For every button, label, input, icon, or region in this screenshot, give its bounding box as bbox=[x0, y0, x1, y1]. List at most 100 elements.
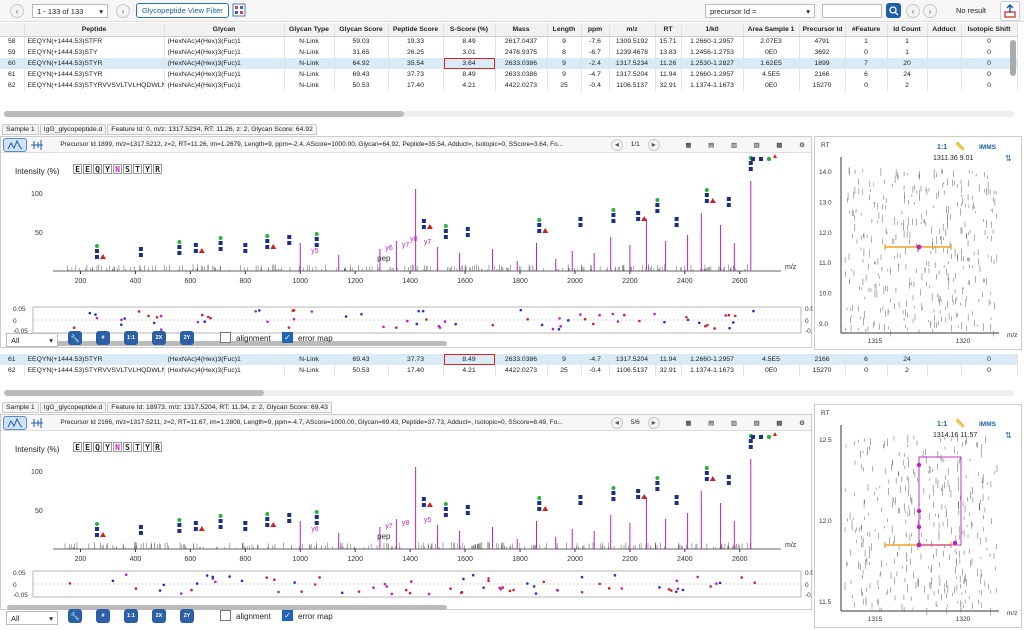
hash-button[interactable]: # bbox=[96, 331, 110, 345]
spectrum-view-icon[interactable] bbox=[3, 137, 27, 152]
column-header[interactable]: Peptide Score bbox=[388, 23, 444, 37]
scale-2x-button[interactable]: 2X bbox=[152, 609, 166, 623]
table-row[interactable]: 61 EEQYN(+1444.53)STYR (HexNAc)4(Hex)3(Fuc… bbox=[0, 354, 1018, 365]
scale-2x-button[interactable]: 2X bbox=[152, 331, 166, 345]
filter-select[interactable]: All ▾ bbox=[6, 333, 58, 347]
table-row[interactable]: 60 EEQYN(+1444.53)STYR (HexNAc)4(Hex)3(Fuc… bbox=[0, 58, 1018, 69]
tab-file[interactable]: IgG_glycopeptide.d bbox=[39, 124, 107, 135]
table-horizontal-scrollbar[interactable] bbox=[4, 111, 1014, 117]
table-icon[interactable]: ▤ bbox=[708, 419, 715, 427]
scale-11-button[interactable]: 1:1 bbox=[124, 609, 138, 623]
sort-icon[interactable]: ⇅ bbox=[1005, 431, 1012, 440]
mirror-view-icon[interactable] bbox=[27, 138, 47, 152]
annotate-icon[interactable]: ▦ bbox=[685, 419, 692, 427]
export-icon[interactable] bbox=[1000, 1, 1020, 21]
mirror-view-icon[interactable] bbox=[27, 416, 47, 430]
column-header[interactable]: Glycan Score bbox=[334, 23, 389, 37]
prev-spectrum-button[interactable]: ◂ bbox=[610, 416, 623, 429]
range-select[interactable]: 1 - 133 of 133 ▾ bbox=[32, 4, 108, 18]
prev-spectrum-button[interactable]: ◂ bbox=[610, 138, 623, 151]
error-map-checkbox[interactable]: ✓ bbox=[282, 332, 293, 343]
tab-sample[interactable]: Sample 1 bbox=[2, 124, 39, 135]
table-vertical-scrollbar[interactable] bbox=[1010, 40, 1016, 76]
alignment-checkbox[interactable] bbox=[220, 332, 231, 343]
tab-file[interactable]: IgG_glycopeptide.d bbox=[39, 402, 107, 413]
column-header[interactable] bbox=[1017, 23, 1018, 37]
image-icon[interactable]: ▩ bbox=[776, 141, 783, 149]
x-tick-label: 1800 bbox=[512, 278, 528, 285]
ruler-icon[interactable]: 📏 bbox=[955, 142, 965, 151]
legend-hexnac bbox=[759, 435, 763, 439]
annotate-icon[interactable]: ▦ bbox=[685, 141, 692, 149]
table-cell: 15.71 bbox=[655, 36, 682, 47]
calendar-icon[interactable]: ▥ bbox=[730, 419, 738, 427]
glycopeptide-view-filter-button[interactable]: Glycopeptide View Filter bbox=[136, 3, 229, 18]
column-header[interactable]: Adduct bbox=[927, 23, 962, 37]
settings-icon[interactable]: ⚙ bbox=[799, 141, 805, 149]
column-header[interactable]: Peptide bbox=[24, 23, 165, 37]
bar-chart-icon[interactable]: ▨ bbox=[753, 141, 760, 149]
table-cell bbox=[927, 354, 962, 365]
column-header[interactable]: Glycan bbox=[164, 23, 285, 37]
scale-11-label[interactable]: 1:1 bbox=[937, 421, 948, 428]
imms-toggle[interactable]: IMMS bbox=[979, 144, 996, 151]
table-row[interactable]: 62 EEQYN(+1444.53)STYRVVSVLTVLHQDWLNGK (He… bbox=[0, 80, 1018, 91]
table-row[interactable]: 59 EEQYN(+1444.53)STY (HexNAc)4(Hex)3(Fuc)… bbox=[0, 47, 1018, 58]
column-header[interactable]: #Feature bbox=[845, 23, 888, 37]
column-header[interactable]: Id Count bbox=[887, 23, 928, 37]
table-row[interactable]: 58 EEQYN(+1444.53)STFR (HexNAc)4(Hex)3(Fuc… bbox=[0, 36, 1018, 47]
error-point bbox=[152, 321, 156, 325]
ruler-icon[interactable]: 📏 bbox=[955, 419, 965, 428]
grid-view-icon[interactable] bbox=[232, 3, 246, 17]
residue: S bbox=[123, 442, 132, 452]
next-page-button[interactable]: › bbox=[116, 4, 130, 18]
column-header[interactable]: RT bbox=[655, 23, 682, 37]
precursor-value-input[interactable] bbox=[822, 4, 882, 18]
column-header[interactable]: ppm bbox=[581, 23, 610, 37]
table-row[interactable]: 62 EEQYN(+1444.53)STYRVVSVLTVLHQDWLNGK (He… bbox=[0, 365, 1018, 376]
wrench-icon[interactable]: 🔧 bbox=[68, 331, 82, 345]
table-cell: 2166 bbox=[799, 69, 846, 80]
column-header[interactable]: m/z bbox=[609, 23, 656, 37]
scale-2y-button[interactable]: 2Y bbox=[180, 609, 194, 623]
mid-table-scrollbar[interactable] bbox=[4, 390, 1014, 396]
spectrum-view-icon[interactable] bbox=[3, 415, 27, 430]
error-point bbox=[123, 317, 126, 320]
column-header[interactable]: 1/k0 bbox=[681, 23, 744, 37]
tab-feature[interactable]: Feature Id: 18973, m/z: 1317.5204, RT: 1… bbox=[107, 402, 332, 413]
column-header[interactable]: Length bbox=[547, 23, 582, 37]
column-header[interactable]: S-Score (%) bbox=[443, 23, 496, 37]
column-header[interactable]: Isotopic Shift bbox=[961, 23, 1018, 37]
error-map-checkbox[interactable]: ✓ bbox=[282, 610, 293, 621]
tab-sample[interactable]: Sample 1 bbox=[2, 402, 39, 413]
column-header[interactable] bbox=[0, 23, 25, 37]
column-header[interactable]: Precursor Id bbox=[799, 23, 846, 37]
hash-button[interactable]: # bbox=[96, 609, 110, 623]
column-header[interactable]: Area Sample 1 bbox=[743, 23, 800, 37]
column-header[interactable]: Glycan Type bbox=[284, 23, 335, 37]
table-icon[interactable]: ▤ bbox=[708, 141, 715, 149]
scale-11-label[interactable]: 1:1 bbox=[937, 144, 948, 151]
image-icon[interactable]: ▩ bbox=[776, 419, 783, 427]
scale-2y-button[interactable]: 2Y bbox=[180, 331, 194, 345]
calendar-icon[interactable]: ▥ bbox=[730, 141, 738, 149]
scale-11-button[interactable]: 1:1 bbox=[124, 331, 138, 345]
alignment-checkbox[interactable] bbox=[220, 610, 231, 621]
precursor-field-select[interactable]: precursor Id = ▾ bbox=[705, 4, 815, 18]
next-result-button[interactable]: › bbox=[923, 4, 937, 18]
filter-select[interactable]: All ▾ bbox=[6, 611, 58, 625]
sort-icon[interactable]: ⇅ bbox=[1005, 154, 1012, 163]
table-row[interactable]: 61 EEQYN(+1444.53)STYR (HexNAc)4(Hex)3(Fuc… bbox=[0, 69, 1018, 80]
next-spectrum-button[interactable]: ▸ bbox=[647, 416, 660, 429]
bar-chart-icon[interactable]: ▨ bbox=[753, 419, 760, 427]
column-header[interactable]: Mass bbox=[495, 23, 548, 37]
next-spectrum-button[interactable]: ▸ bbox=[647, 138, 660, 151]
hexnac-square bbox=[726, 481, 731, 485]
wrench-icon[interactable]: 🔧 bbox=[68, 609, 82, 623]
settings-icon[interactable]: ⚙ bbox=[799, 419, 805, 427]
prev-result-button[interactable]: ‹ bbox=[906, 4, 920, 18]
imms-toggle[interactable]: IMMS bbox=[979, 421, 996, 428]
search-icon[interactable] bbox=[886, 3, 901, 18]
prev-page-button[interactable]: ‹ bbox=[10, 4, 24, 18]
tab-feature[interactable]: Feature Id: 0, m/z: 1317.5234, RT: 11.26… bbox=[107, 124, 317, 135]
